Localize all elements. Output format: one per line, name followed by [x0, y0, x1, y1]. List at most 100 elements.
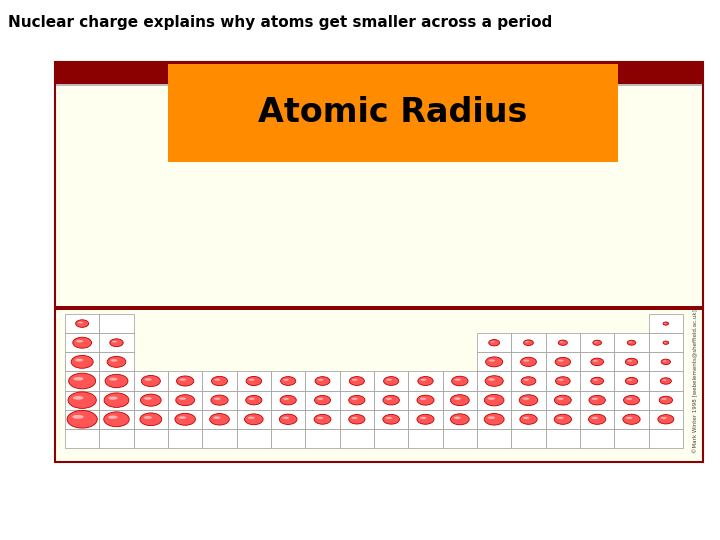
Bar — [237, 429, 271, 448]
Ellipse shape — [554, 395, 571, 405]
Ellipse shape — [73, 338, 91, 348]
Bar — [546, 390, 580, 410]
Ellipse shape — [417, 414, 434, 424]
Ellipse shape — [315, 395, 330, 405]
Bar — [477, 333, 511, 352]
Ellipse shape — [526, 341, 529, 342]
Bar — [443, 410, 477, 429]
Ellipse shape — [68, 392, 96, 408]
Bar — [271, 390, 305, 410]
Ellipse shape — [140, 413, 162, 426]
Bar — [55, 306, 703, 310]
Ellipse shape — [246, 395, 262, 405]
Ellipse shape — [662, 380, 666, 381]
Bar — [580, 372, 614, 390]
Bar — [305, 372, 340, 390]
Bar — [168, 410, 202, 429]
Ellipse shape — [314, 414, 331, 424]
Ellipse shape — [485, 357, 503, 367]
Ellipse shape — [420, 417, 426, 419]
Ellipse shape — [76, 320, 89, 327]
Bar — [546, 333, 580, 352]
Ellipse shape — [212, 376, 228, 386]
Bar — [55, 62, 703, 462]
Bar — [546, 352, 580, 372]
Bar — [168, 64, 618, 162]
Ellipse shape — [626, 358, 638, 366]
Ellipse shape — [451, 395, 469, 406]
Ellipse shape — [317, 417, 323, 419]
Bar — [65, 429, 99, 448]
Ellipse shape — [420, 397, 426, 400]
Bar — [649, 429, 683, 448]
Ellipse shape — [282, 417, 289, 419]
Ellipse shape — [105, 374, 128, 388]
Bar — [614, 372, 649, 390]
Bar — [511, 372, 546, 390]
Ellipse shape — [144, 397, 152, 400]
Ellipse shape — [418, 376, 433, 386]
Bar — [408, 429, 443, 448]
Ellipse shape — [141, 375, 161, 387]
Ellipse shape — [662, 398, 667, 400]
Bar — [614, 333, 649, 352]
Bar — [443, 372, 477, 390]
Text: ©Mark Winter 1998 [webelements@sheffield.ac.uk]: ©Mark Winter 1998 [webelements@sheffield… — [693, 309, 698, 453]
Bar — [65, 352, 99, 372]
Ellipse shape — [73, 396, 84, 400]
Bar — [56, 84, 702, 86]
Ellipse shape — [109, 396, 117, 400]
Bar — [408, 410, 443, 429]
Ellipse shape — [179, 379, 186, 381]
Ellipse shape — [487, 397, 495, 400]
Ellipse shape — [71, 355, 93, 368]
Ellipse shape — [451, 376, 468, 386]
Bar — [168, 390, 202, 410]
Bar — [237, 410, 271, 429]
Ellipse shape — [558, 379, 564, 381]
Bar — [408, 372, 443, 390]
Bar — [477, 410, 511, 429]
Bar — [580, 429, 614, 448]
Ellipse shape — [179, 416, 186, 419]
Bar — [99, 410, 134, 429]
Ellipse shape — [626, 417, 632, 419]
Ellipse shape — [523, 340, 534, 346]
Ellipse shape — [245, 414, 263, 424]
Ellipse shape — [145, 378, 152, 381]
Ellipse shape — [588, 414, 606, 424]
Bar — [580, 390, 614, 410]
Ellipse shape — [72, 415, 84, 419]
Ellipse shape — [663, 361, 666, 362]
Ellipse shape — [318, 379, 323, 381]
Ellipse shape — [318, 398, 323, 400]
Bar — [649, 352, 683, 372]
Ellipse shape — [246, 376, 261, 386]
Ellipse shape — [663, 322, 669, 325]
Ellipse shape — [523, 360, 529, 362]
Bar — [408, 390, 443, 410]
Bar — [649, 390, 683, 410]
Ellipse shape — [593, 360, 598, 362]
Bar — [443, 429, 477, 448]
Bar — [99, 429, 134, 448]
Ellipse shape — [554, 414, 572, 424]
Ellipse shape — [215, 379, 220, 381]
Ellipse shape — [556, 377, 570, 385]
Ellipse shape — [593, 340, 601, 345]
Ellipse shape — [660, 417, 667, 419]
Ellipse shape — [451, 414, 469, 425]
Bar — [340, 429, 374, 448]
Bar — [649, 372, 683, 390]
Ellipse shape — [624, 395, 639, 405]
Ellipse shape — [560, 341, 563, 342]
Ellipse shape — [417, 395, 434, 405]
Ellipse shape — [520, 414, 537, 424]
Ellipse shape — [176, 395, 194, 406]
Ellipse shape — [594, 341, 598, 342]
Bar — [134, 429, 168, 448]
Bar — [134, 410, 168, 429]
Bar — [99, 333, 134, 352]
Bar — [580, 410, 614, 429]
Bar — [649, 333, 683, 352]
